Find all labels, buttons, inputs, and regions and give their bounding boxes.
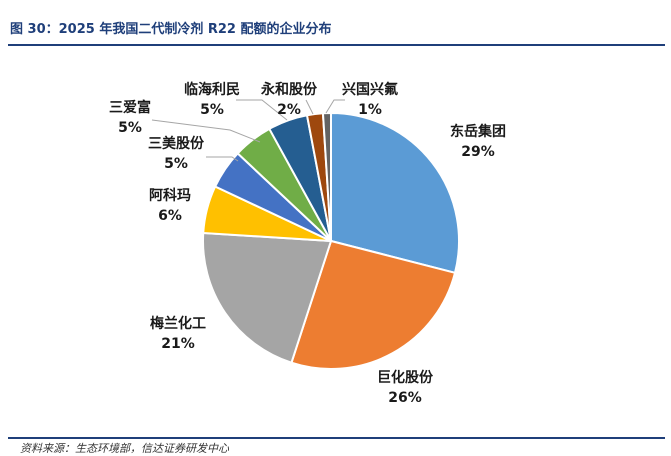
slice-value-label: 1% bbox=[358, 102, 382, 118]
slice-value-label: 5% bbox=[164, 156, 188, 172]
slice-category-label: 永和股份 bbox=[260, 81, 318, 98]
leader-line-8 bbox=[305, 99, 314, 115]
slice-value-label: 5% bbox=[118, 120, 142, 136]
pie-slice-3 bbox=[202, 231, 333, 365]
slice-value-label: 5% bbox=[200, 102, 224, 118]
title-divider bbox=[8, 44, 665, 46]
slice-value-label: 21% bbox=[161, 336, 195, 352]
slice-value-label: 2% bbox=[277, 102, 301, 118]
slice-category-label: 阿科玛 bbox=[149, 187, 191, 204]
slice-category-label: 三爱富 bbox=[109, 99, 151, 116]
slice-category-label: 梅兰化工 bbox=[150, 315, 206, 332]
leader-line-9 bbox=[325, 99, 345, 114]
leader-line-7 bbox=[236, 99, 288, 121]
slice-labels: 东岳集团 29% 巨化股份 26% 梅兰化工 21% 阿科玛 6% 三美股份 5% 三爱富 5% 临海利… bbox=[109, 81, 506, 406]
slice-value-label: 26% bbox=[388, 390, 422, 406]
slice-value-label: 6% bbox=[158, 208, 182, 224]
slice-category-label: 巨化股份 bbox=[377, 369, 434, 386]
source-divider bbox=[8, 437, 665, 439]
slice-category-label: 临海利民 bbox=[184, 81, 240, 98]
pie-slice-2 bbox=[290, 239, 457, 370]
pie-slice-9 bbox=[321, 111, 332, 242]
source-note: 资料来源：生态环境部，信达证券研发中心 bbox=[20, 442, 229, 455]
slice-category-label: 兴国兴氟 bbox=[342, 81, 398, 98]
leader-line-6 bbox=[151, 119, 261, 143]
leader-lines bbox=[151, 99, 345, 162]
slice-value-label: 29% bbox=[461, 144, 495, 160]
slice-category-label: 三美股份 bbox=[148, 135, 205, 152]
leader-line-5 bbox=[206, 156, 239, 162]
pie-slice-1 bbox=[330, 111, 460, 275]
slice-category-label: 东岳集团 bbox=[450, 123, 506, 140]
figure-title: 图 30：2025 年我国二代制冷剂 R22 配额的企业分布 bbox=[10, 22, 332, 37]
pie-slices bbox=[202, 111, 460, 370]
